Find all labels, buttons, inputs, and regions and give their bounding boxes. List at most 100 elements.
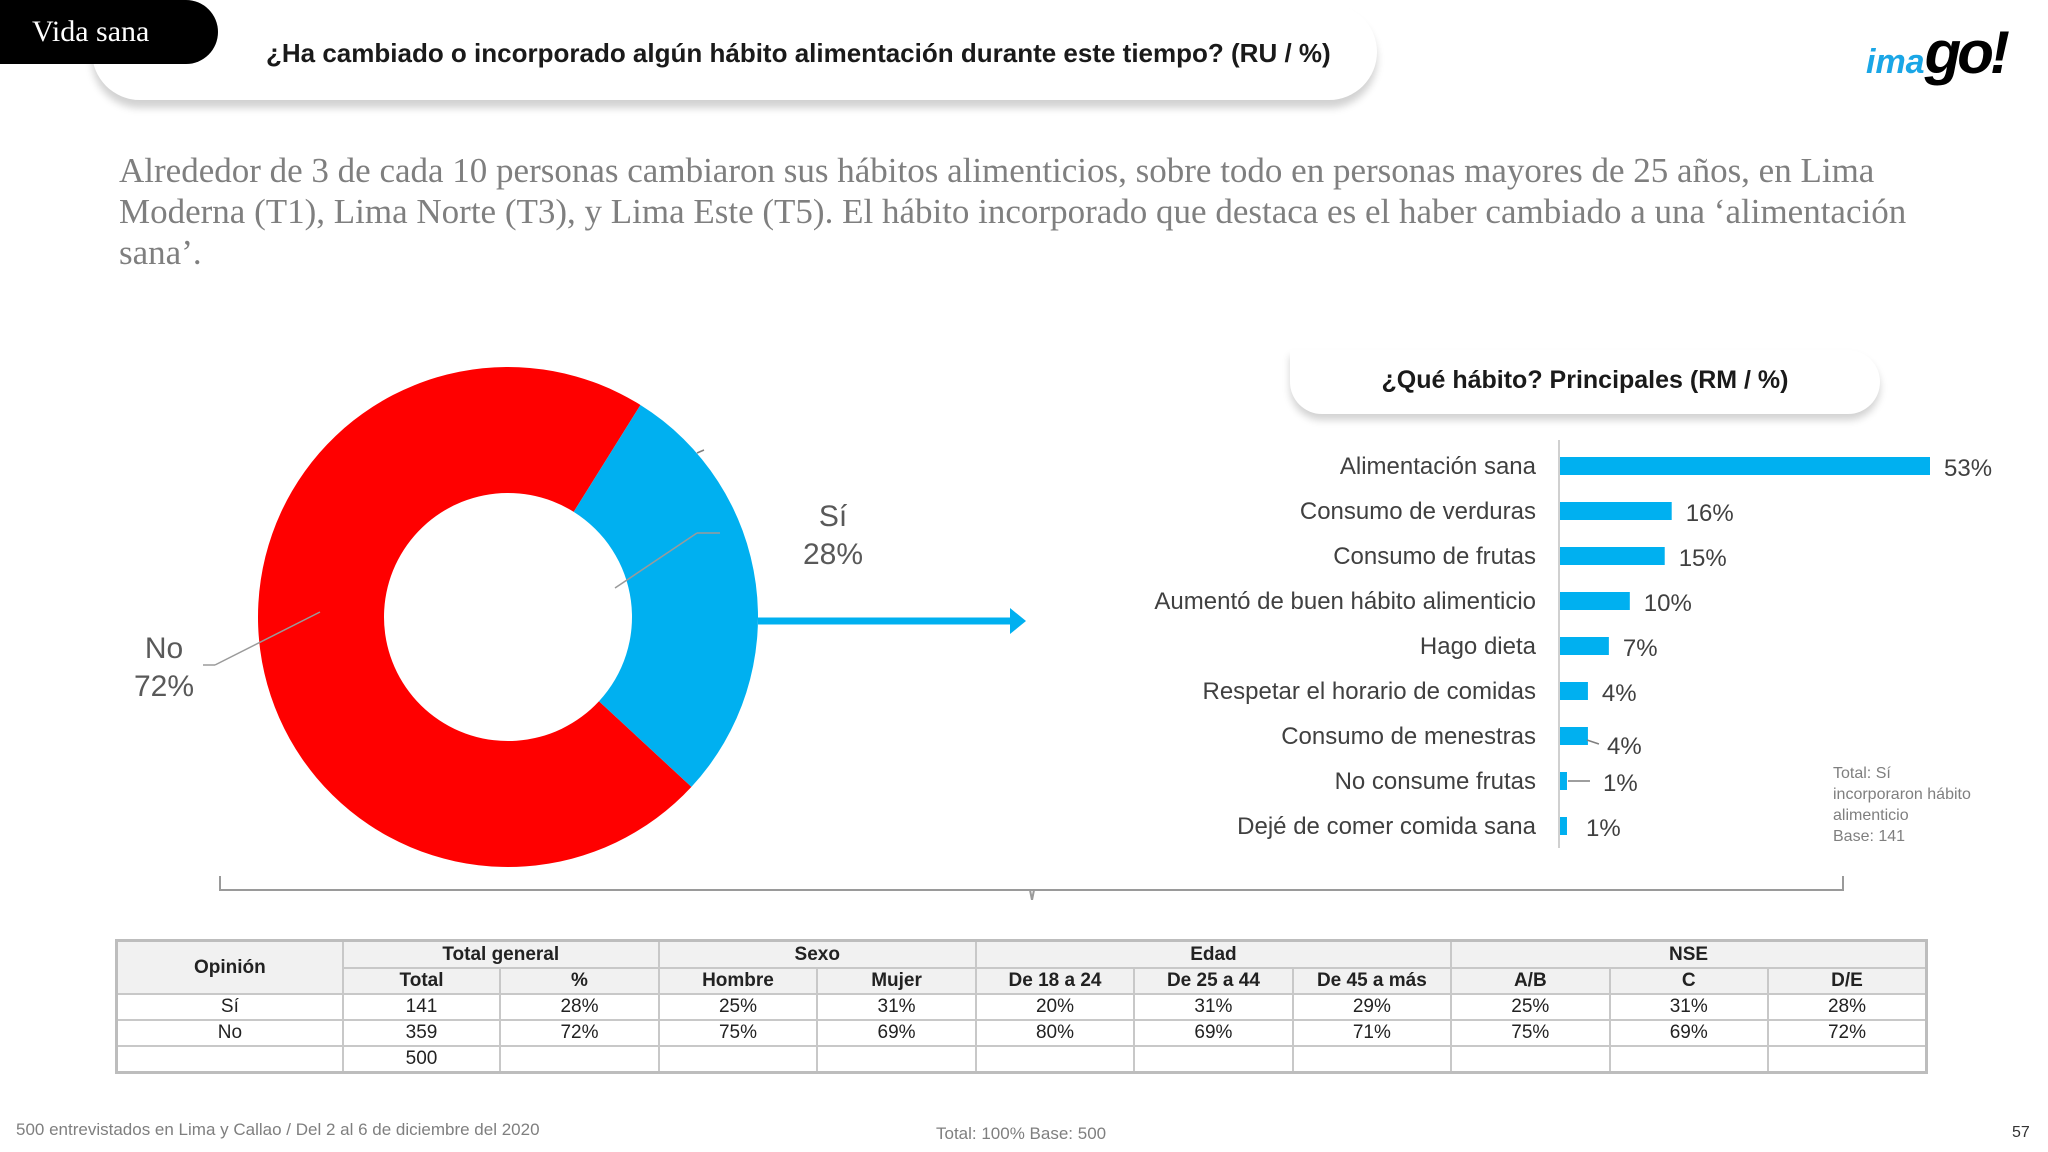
table-cell: 359 xyxy=(341,1019,502,1047)
table-cell: 500 xyxy=(341,1045,502,1074)
bar-category-label: Hago dieta xyxy=(1420,633,1537,660)
table-cell: No xyxy=(115,1019,344,1047)
bar-category-label: Consumo de menestras xyxy=(1281,723,1536,750)
header-sexo: Sexo xyxy=(657,939,977,969)
table-cell: 69% xyxy=(1608,1019,1769,1047)
leader-line-no xyxy=(214,611,321,666)
table-cell xyxy=(1608,1045,1769,1074)
table-cell: 141 xyxy=(341,993,502,1021)
leader-line-si xyxy=(614,532,698,589)
table-cell: Sí xyxy=(115,993,344,1021)
donut-category-label: No xyxy=(145,632,183,665)
table-cell: 75% xyxy=(1450,1019,1611,1047)
footer-sample-info: 500 entrevistados en Lima y Callao / Del… xyxy=(16,1120,540,1139)
imago-logo: imago! xyxy=(1866,18,2010,86)
bar-category-label: Alimentación sana xyxy=(1340,453,1537,480)
table-cell: 69% xyxy=(1133,1019,1294,1047)
headline-text: Alrededor de 3 de cada 10 personas cambi… xyxy=(119,151,1907,272)
table-cell: 72% xyxy=(1766,1019,1928,1047)
table-cell xyxy=(974,1045,1136,1074)
donut-category-label: Sí xyxy=(819,500,848,533)
table-cell: 31% xyxy=(816,993,977,1021)
bar-value-label: 53% xyxy=(1944,455,1992,482)
subheader-25-44: De 25 a 44 xyxy=(1133,967,1294,995)
arrow-head-icon xyxy=(1010,608,1026,634)
bar-value-label: 7% xyxy=(1623,635,1658,662)
bar-chart-title-pill xyxy=(1290,350,1880,414)
subheader-percent: % xyxy=(499,967,660,995)
subheader-total: Total xyxy=(341,967,502,995)
header-total-general: Total general xyxy=(341,939,660,969)
logo-text-part2: go! xyxy=(1924,19,2010,86)
table-cell: 25% xyxy=(657,993,819,1021)
header-edad: Edad xyxy=(974,939,1453,969)
subheader-c: C xyxy=(1608,967,1769,995)
bar-category-label: Consumo de frutas xyxy=(1333,543,1536,570)
subheader-de: D/E xyxy=(1766,967,1928,995)
page-number: 57 xyxy=(2012,1124,2030,1141)
donut-value-label: 72% xyxy=(134,670,194,703)
table-cell xyxy=(1133,1045,1294,1074)
table-cell xyxy=(499,1045,660,1074)
bar-chart-title: ¿Qué hábito? Principales (RM / %) xyxy=(1381,366,1789,394)
subheader-hombre: Hombre xyxy=(657,967,819,995)
table-cell: 25% xyxy=(1450,993,1611,1021)
bar-category-label: Dejé de comer comida sana xyxy=(1237,813,1536,840)
bar xyxy=(1560,502,1672,520)
table-cell: 31% xyxy=(1608,993,1769,1021)
bar-category-label: No consume frutas xyxy=(1335,768,1536,795)
table-cell: 71% xyxy=(1291,1019,1453,1047)
base-note-line: Base: 141 xyxy=(1833,828,1906,845)
table-cell xyxy=(1766,1045,1928,1074)
subheader-ab: A/B xyxy=(1450,967,1611,995)
table-cell xyxy=(115,1045,344,1074)
subheader-mujer: Mujer xyxy=(816,967,977,995)
bar xyxy=(1560,592,1630,610)
table-cell: 31% xyxy=(1133,993,1294,1021)
header-bar xyxy=(92,4,1377,100)
leader-line xyxy=(696,449,705,454)
table-cell: 75% xyxy=(657,1019,819,1047)
bar-chart: Alimentación sana 53% Consumo de verduras 1… xyxy=(1154,440,1992,848)
header-opinion: Opinión xyxy=(115,939,344,995)
table-row: Sí 141 28% 25% 31% 20% 31% 29% 25% 31% 28% xyxy=(115,993,1928,1021)
bar-category-label: Respetar el horario de comidas xyxy=(1202,678,1536,705)
table-cell xyxy=(1291,1045,1453,1074)
bar-value-label: 1% xyxy=(1603,770,1638,797)
table-cell: 69% xyxy=(816,1019,977,1047)
logo-text-part1: ima xyxy=(1866,43,1925,81)
footer-base-info: Total: 100% Base: 500 xyxy=(936,1124,1107,1143)
table-cell: 28% xyxy=(1766,993,1928,1021)
bar xyxy=(1560,547,1665,565)
leader-line xyxy=(1586,739,1600,745)
table-cell xyxy=(657,1045,819,1074)
bar-category-label: Consumo de verduras xyxy=(1300,498,1536,525)
bar-value-label: 16% xyxy=(1686,500,1734,527)
table-cell: 80% xyxy=(974,1019,1136,1047)
table-cell: 72% xyxy=(499,1019,660,1047)
donut-chart: No 72% Sí 28% xyxy=(134,367,1026,868)
header-nse: NSE xyxy=(1450,939,1928,969)
bar xyxy=(1560,637,1609,655)
crosstab-table: Opinión Total general Sexo Edad NSE Tota… xyxy=(115,939,1928,1074)
bar xyxy=(1560,682,1588,700)
base-note: Total: Sí incorporaron hábito alimentici… xyxy=(1833,763,2013,847)
donut-value-label: 28% xyxy=(803,538,863,571)
question-title: ¿Ha cambiado o incorporado algún hábito … xyxy=(266,38,1331,68)
section-tag: Vida sana xyxy=(0,0,218,64)
table-cell xyxy=(816,1045,977,1074)
table-cell xyxy=(1450,1045,1611,1074)
base-note-line: Total: Sí xyxy=(1833,765,1891,782)
base-note-line: alimenticio xyxy=(1833,807,1909,824)
bar xyxy=(1560,457,1930,475)
bar-value-label: 4% xyxy=(1602,680,1637,707)
table-row: No 359 72% 75% 69% 80% 69% 71% 75% 69% 72% xyxy=(115,1019,1928,1047)
bracket-divider xyxy=(219,876,1844,900)
donut-slice-si xyxy=(573,404,759,787)
bar-value-label: 10% xyxy=(1644,590,1692,617)
bar xyxy=(1560,817,1567,835)
table-cell: 29% xyxy=(1291,993,1453,1021)
bar-category-label: Aumentó de buen hábito alimenticio xyxy=(1154,588,1536,615)
bar-value-label: 4% xyxy=(1607,733,1642,760)
bar xyxy=(1560,727,1588,745)
